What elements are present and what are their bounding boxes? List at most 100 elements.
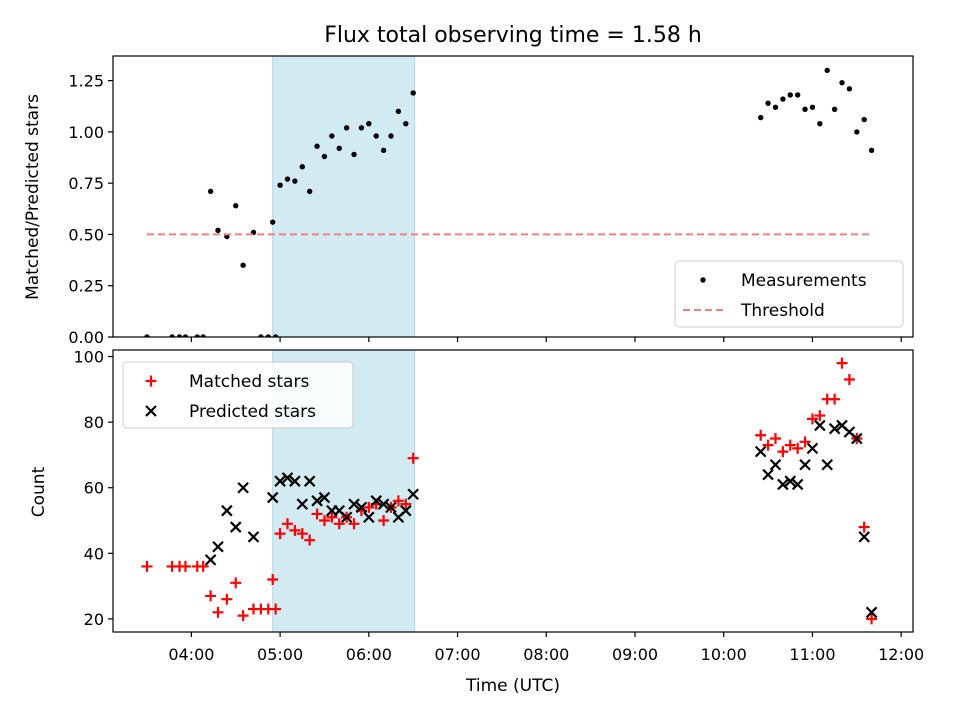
x-tick-label: 06:00: [346, 645, 392, 664]
matched-star-point: [806, 413, 818, 425]
matched-star-point: [769, 433, 781, 445]
y-tick-label: 0.75: [68, 174, 104, 193]
measurement-point: [329, 133, 335, 139]
predicted-star-point: [237, 481, 249, 494]
predicted-star-point: [769, 458, 782, 471]
measurement-point: [272, 334, 279, 337]
measurement-point: [277, 182, 283, 188]
bottom-y-axis-label: Count: [29, 466, 49, 517]
measurement-point: [169, 334, 175, 337]
matched-star-point: [205, 590, 217, 602]
measurement-point: [802, 106, 808, 113]
plot-frame: [112, 55, 914, 338]
y-tick-label: 0.50: [68, 225, 104, 244]
legend: Measurements Threshold: [674, 260, 904, 328]
predicted-star-point: [229, 521, 242, 533]
x-tick-label: 11:00: [789, 645, 835, 664]
predicted-star-point: [407, 488, 419, 501]
chart-title: Flux total observing time = 1.58 h: [324, 23, 702, 48]
measurement-point: [240, 262, 246, 268]
predicted-star-point: [289, 475, 301, 487]
measurement-point: [215, 227, 221, 234]
plot-area: [144, 56, 875, 337]
legend-label: Threshold: [740, 301, 825, 321]
matched-star-point: [400, 498, 412, 510]
matched-star-point: [296, 528, 308, 540]
x-tick-label: 08:00: [523, 645, 569, 664]
measurement-point: [270, 219, 276, 225]
matched-star-point: [237, 610, 249, 622]
measurement-point: [380, 147, 387, 154]
matched-star-point: [348, 518, 360, 530]
predicted-star-point: [799, 458, 811, 471]
matched-star-point: [289, 524, 301, 536]
y-tick-label: 0.25: [68, 277, 104, 296]
predicted-star-point: [212, 540, 224, 553]
measurement-point: [373, 133, 379, 139]
measurement-point: [358, 125, 365, 131]
measurement-point: [182, 334, 189, 337]
matched-star-point: [378, 515, 390, 527]
legend-marker-measurements: [700, 277, 706, 283]
legend-box: [674, 260, 904, 328]
predicted-star-point: [348, 498, 360, 510]
predicted-star-point: [340, 511, 353, 524]
measurement-point: [200, 334, 206, 337]
legend-marker-predicted: [145, 405, 157, 417]
x-tick-label: 07:00: [434, 645, 480, 664]
matched-star-point: [836, 357, 848, 369]
measurement-point: [321, 153, 328, 160]
measurement-point: [314, 143, 320, 149]
matched-star-point: [407, 452, 419, 464]
matched-star-point: [777, 446, 789, 458]
matched-star-point: [318, 515, 330, 527]
predicted-star-point: [851, 432, 863, 445]
matched-star-point: [274, 528, 286, 540]
measurement-point: [306, 188, 313, 195]
matched-star-point: [363, 501, 375, 513]
y-tick-label: 0.00: [68, 328, 104, 347]
bottom-panel: 20 40 60 80 100 04:00 05:00 06:00 07:00 08:00 09:0…: [73, 348, 924, 664]
matched-star-point: [311, 508, 323, 520]
measurement-point: [265, 334, 271, 337]
predicted-star-point: [311, 495, 323, 507]
measurement-point: [868, 147, 875, 154]
measurement-point: [817, 120, 823, 127]
predicted-star-point: [296, 498, 309, 510]
measurement-point: [861, 116, 867, 123]
matched-star-point: [221, 593, 233, 605]
predicted-star-point: [385, 501, 397, 514]
predicted-star-point: [858, 531, 870, 543]
measurement-point: [299, 164, 305, 170]
predicted-star-point: [274, 475, 286, 487]
top-panel: 0.00 0.25 0.50 0.75 1.00 1.25 Measurements Thre…: [68, 55, 914, 347]
legend-box: [122, 361, 354, 429]
predicted-star-point: [266, 491, 279, 504]
predicted-star-point: [754, 445, 767, 458]
predicted-star-point: [370, 495, 382, 507]
measurement-point: [233, 203, 239, 209]
predicted-star-point: [865, 606, 878, 619]
matched-star-point: [762, 439, 774, 451]
measurement-point: [388, 133, 394, 139]
measurement-point: [351, 151, 357, 158]
x-tick-label: 10:00: [701, 645, 747, 664]
measurement-point: [258, 334, 264, 337]
predicted-star-point: [814, 419, 826, 432]
measurement-point: [854, 129, 860, 135]
legend-label: Predicted stars: [189, 402, 316, 422]
measurement-point: [395, 108, 402, 115]
predicted-star-point: [762, 468, 774, 481]
matched-star-point: [858, 521, 870, 533]
measurement-point: [144, 334, 150, 337]
predicted-star-point: [784, 475, 797, 487]
matched-star-point: [799, 436, 811, 448]
predicted-star-point: [821, 458, 834, 471]
x-tick-label: 05:00: [257, 645, 303, 664]
matched-star-point: [304, 534, 316, 546]
measurement-point: [284, 176, 291, 182]
measurement-point: [366, 120, 372, 127]
y-tick-label: 60: [84, 479, 104, 498]
